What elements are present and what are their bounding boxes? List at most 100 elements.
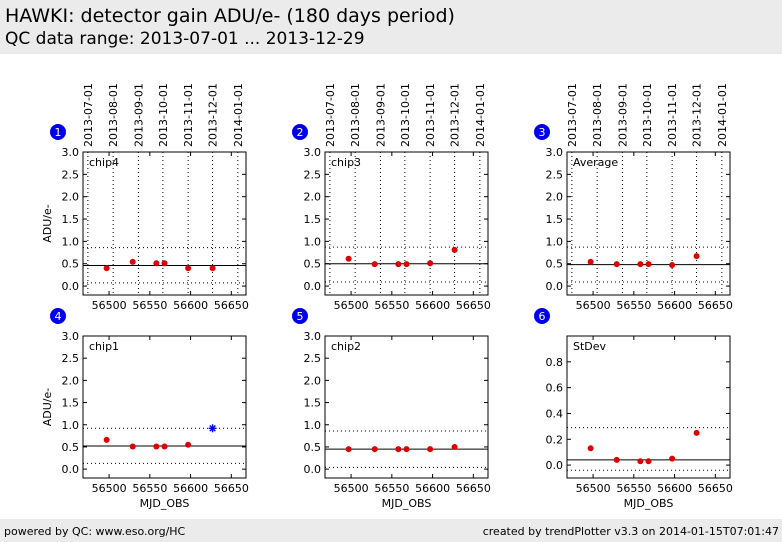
data-point	[153, 260, 160, 267]
y-axis-label: ADU/e-	[41, 388, 54, 427]
y-tick-label: 0.5	[304, 258, 322, 271]
data-point	[637, 458, 644, 465]
panel-2: 0.0 0.5 1.0 1.5 2.0 2.5 3.0 56500 56550 56600 5665…	[292, 83, 491, 312]
panel-number: 1	[55, 126, 62, 139]
panel-label: chip4	[89, 156, 119, 169]
y-tick-label: 0.0	[546, 280, 564, 293]
y-tick-label: 0.0	[304, 280, 322, 293]
x-tick-label: 56500	[576, 299, 611, 312]
y-tick-label: 0.5	[546, 258, 564, 271]
date-tick-label: 2013-07-01	[566, 83, 579, 147]
x-tick-label: 56650	[214, 299, 249, 312]
date-tick-label: 2013-10-01	[399, 83, 412, 147]
y-tick-label: 0.5	[304, 441, 322, 454]
panel-number: 4	[55, 310, 62, 323]
x-tick-label: 56500	[334, 299, 369, 312]
y-tick-label: 0.8	[546, 356, 564, 369]
data-point	[637, 261, 644, 268]
y-tick-label: 2.0	[304, 374, 322, 387]
date-tick-label: 2013-07-01	[324, 83, 337, 147]
x-tick-label: 56650	[698, 299, 733, 312]
x-tick-label: 56500	[334, 482, 369, 495]
data-point	[645, 261, 652, 268]
y-tick-label: 3.0	[304, 330, 322, 343]
plot-frame	[566, 335, 731, 479]
data-point	[161, 260, 168, 267]
data-point	[185, 441, 192, 448]
data-point	[345, 255, 352, 262]
x-tick-label: 56650	[456, 482, 491, 495]
data-point	[451, 443, 458, 450]
y-tick-label: 2.0	[304, 191, 322, 204]
y-tick-label: 3.0	[62, 146, 80, 159]
panel-3: 0.0 0.5 1.0 1.5 2.0 2.5 3.0 56500 56550 56600 5665…	[534, 83, 733, 312]
date-tick-label: 2013-09-01	[132, 83, 145, 147]
panel-number-badge	[50, 124, 66, 140]
data-point	[693, 253, 700, 260]
data-point	[693, 429, 700, 436]
date-tick-label: 2014-01-01	[474, 83, 487, 147]
y-tick-label: 0.6	[546, 382, 564, 395]
y-tick-label: 2.5	[62, 352, 80, 365]
data-point	[395, 446, 402, 453]
y-tick-label: 3.0	[546, 146, 564, 159]
date-tick-label: 2013-11-01	[182, 83, 195, 147]
data-point	[451, 246, 458, 253]
x-tick-label: 56600	[657, 482, 692, 495]
footer-credit[interactable]: powered by QC: www.eso.org/HC	[4, 525, 186, 538]
y-tick-label: 0.0	[546, 459, 564, 472]
date-tick-label: 2013-10-01	[157, 83, 170, 147]
data-point	[427, 260, 434, 267]
date-tick-label: 2013-09-01	[616, 83, 629, 147]
y-tick-label: 1.5	[304, 213, 322, 226]
date-tick-label: 2013-11-01	[666, 83, 679, 147]
y-tick-label: 1.5	[62, 397, 80, 410]
data-point	[613, 261, 620, 268]
panel-number: 2	[297, 126, 304, 139]
x-axis-label: MJD_OBS	[624, 497, 674, 510]
data-point	[103, 265, 110, 272]
data-point	[103, 436, 110, 443]
data-point	[403, 261, 410, 268]
date-tick-label: 2013-12-01	[691, 83, 704, 147]
panel-label: StDev	[573, 340, 607, 353]
x-tick-label: 56600	[173, 482, 208, 495]
x-tick-label: 56550	[132, 299, 167, 312]
x-tick-label: 56650	[456, 299, 491, 312]
panel-number: 5	[297, 310, 304, 323]
x-tick-label: 56550	[616, 482, 651, 495]
panel-1: 0.0 0.5 1.0 1.5 2.0 2.5 3.0 56500 56550 56600 5665…	[41, 83, 249, 312]
x-tick-label: 56650	[214, 482, 249, 495]
x-tick-label: 56550	[374, 482, 409, 495]
x-tick-label: 56650	[698, 482, 733, 495]
panel-number-badge	[292, 308, 308, 324]
x-tick-label: 56600	[415, 482, 450, 495]
panel-number-badge	[534, 124, 550, 140]
outlier-point	[208, 424, 217, 433]
y-tick-label: 0.0	[62, 280, 80, 293]
data-point	[371, 261, 378, 268]
data-point	[403, 446, 410, 453]
panel-5: 0.0 0.5 1.0 1.5 2.0 2.5 3.0 56500 56550 56600 5665…	[292, 308, 491, 510]
x-axis-label: MJD_OBS	[382, 497, 432, 510]
data-point	[427, 446, 434, 453]
y-axis-label: ADU/e-	[41, 204, 54, 243]
y-tick-label: 0.5	[62, 441, 80, 454]
x-tick-label: 56550	[374, 299, 409, 312]
y-tick-label: 2.0	[62, 191, 80, 204]
x-tick-label: 56500	[92, 482, 127, 495]
date-tick-label: 2013-08-01	[107, 83, 120, 147]
x-tick-label: 56550	[132, 482, 167, 495]
panel-number-badge	[534, 308, 550, 324]
date-tick-label: 2013-09-01	[374, 83, 387, 147]
y-tick-label: 2.0	[546, 191, 564, 204]
plot-frame	[324, 335, 489, 479]
y-tick-label: 1.0	[546, 235, 564, 248]
header-band: HAWKI: detector gain ADU/e- (180 days pe…	[0, 0, 782, 54]
date-tick-label: 2013-07-01	[82, 83, 95, 147]
date-tick-label: 2013-12-01	[207, 83, 220, 147]
data-point	[645, 458, 652, 465]
data-point	[587, 258, 594, 265]
x-axis-label: MJD_OBS	[140, 497, 190, 510]
